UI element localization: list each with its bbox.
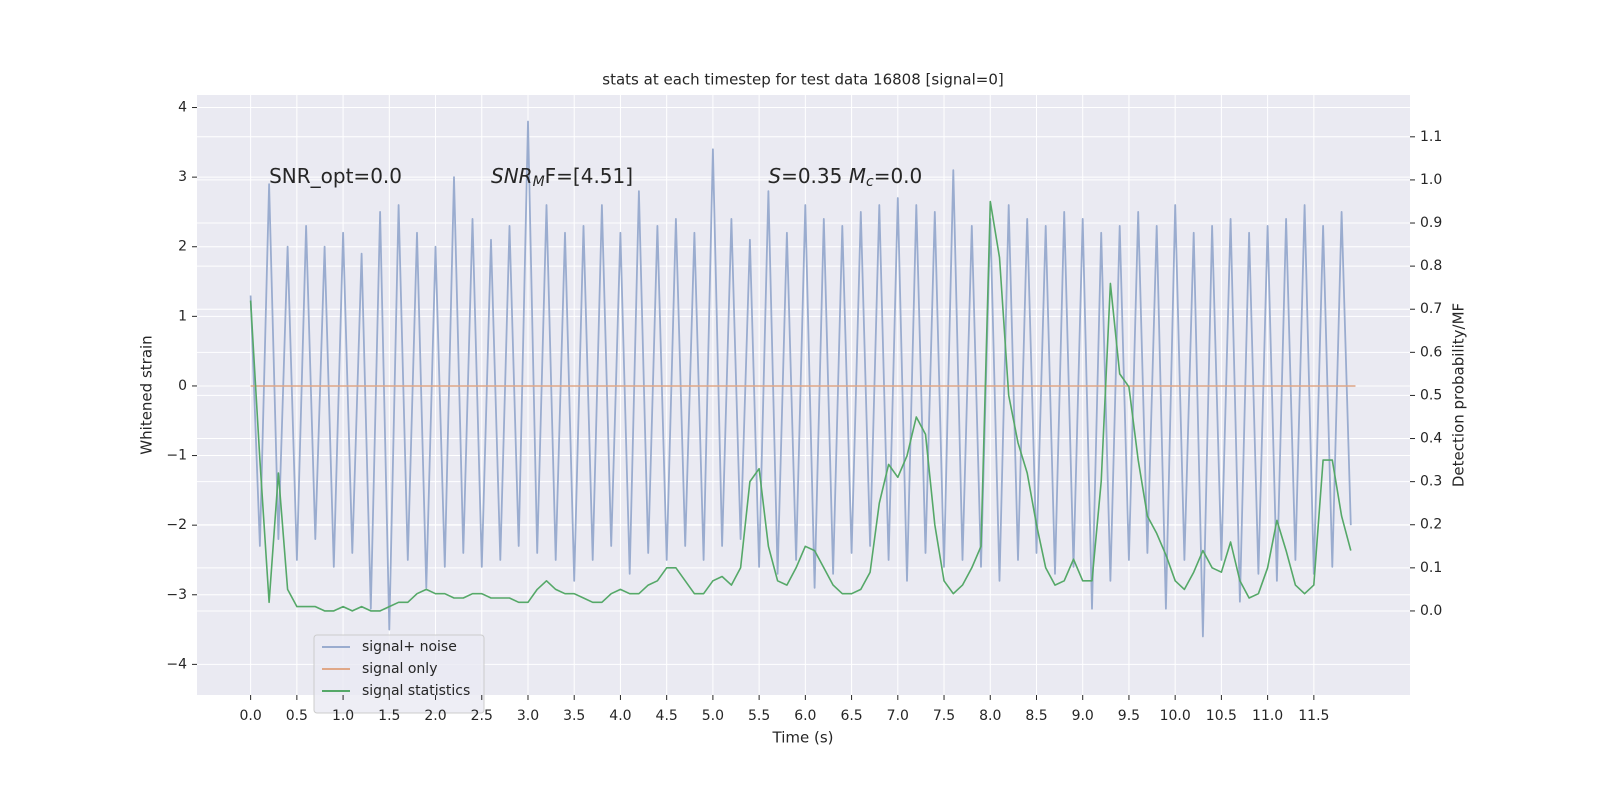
y-tick-label: 1 [178, 308, 187, 324]
x-tick-label: 2.0 [424, 708, 446, 724]
marks [249, 120, 1356, 638]
x-tick-label: 0.5 [286, 708, 308, 724]
annotation: S=0.35 Mc=0.0 [768, 164, 922, 191]
x-tick-label: 8.5 [1025, 708, 1047, 724]
x-tick-label: 0.0 [239, 708, 261, 724]
x-tick-label: 9.5 [1118, 708, 1140, 724]
y2-tick-label: 0.4 [1420, 431, 1442, 447]
y-tick-label: 4 [178, 100, 187, 116]
legend-label: signal statistics [362, 683, 470, 699]
x-tick-label: 9.0 [1072, 708, 1094, 724]
annotation: SNR_opt=0.0 [269, 164, 402, 188]
x-tick-label: 10.0 [1160, 708, 1191, 724]
y2-tick-label: 1.0 [1420, 172, 1442, 188]
y-tick-label: −3 [166, 587, 187, 603]
x-axis-label: Time (s) [772, 729, 834, 747]
chart-title: stats at each timestep for test data 168… [602, 71, 1003, 89]
y-tick-label: −2 [166, 517, 187, 533]
y2-tick-label: 0.9 [1420, 215, 1442, 231]
x-tick-label: 5.0 [702, 708, 724, 724]
annotation-part: c [866, 174, 874, 190]
x-tick-label: 1.5 [378, 708, 400, 724]
legend-label: signal only [362, 661, 437, 677]
annotation-part: SNR [491, 164, 533, 188]
y-tick-label: 3 [178, 169, 187, 185]
y2-tick-label: 0.1 [1420, 560, 1442, 576]
x-tick-label: 10.5 [1206, 708, 1237, 724]
y-tick-label: −1 [166, 448, 187, 464]
annotation-part: =0.35 [781, 164, 849, 188]
x-tick-label: 11.5 [1298, 708, 1329, 724]
series-line [249, 200, 1352, 612]
y2-tick-label: 0.6 [1420, 344, 1442, 360]
x-tick-label: 6.5 [840, 708, 862, 724]
y2-tick-label: 0.2 [1420, 517, 1442, 533]
y-tick-label: 2 [178, 239, 187, 255]
y2-tick-label: 0.5 [1420, 387, 1442, 403]
x-tick-label: 4.5 [656, 708, 678, 724]
y-tick-label: 0 [178, 378, 187, 394]
y2-tick-label: 0.3 [1420, 474, 1442, 490]
y2-axis-label: Detection probability/MF [1450, 303, 1468, 487]
x-tick-label: 8.0 [979, 708, 1001, 724]
x-tick-label: 2.5 [471, 708, 493, 724]
annotation-part: M [533, 174, 545, 190]
x-tick-label: 6.0 [794, 708, 816, 724]
annotation-part: S [768, 164, 781, 188]
grid [197, 95, 1410, 695]
annotation-part: F=[4.51] [545, 164, 633, 188]
annotation-part: SNR_opt=0.0 [269, 164, 402, 188]
annotation: SNRMF=[4.51] [491, 164, 633, 191]
x-tick-label: 11.0 [1252, 708, 1283, 724]
x-tick-label: 1.0 [332, 708, 354, 724]
legend: signal+ noise signal only signal statistic… [313, 634, 485, 714]
x-tick-label: 5.5 [748, 708, 770, 724]
x-tick-label: 3.5 [563, 708, 585, 724]
series-line [249, 120, 1352, 638]
annotation-part: =0.0 [874, 164, 923, 188]
y-tick-label: −4 [166, 656, 187, 672]
legend-box [313, 634, 485, 714]
y2-tick-label: 1.1 [1420, 129, 1442, 145]
annotation-part: M [849, 164, 866, 188]
y2-tick-label: 0.8 [1420, 258, 1442, 274]
x-tick-label: 4.0 [609, 708, 631, 724]
y2-tick-label: 0.7 [1420, 301, 1442, 317]
legend-label: signal+ noise [362, 639, 457, 655]
y2-tick-label: 0.0 [1420, 603, 1442, 619]
x-tick-label: 3.0 [517, 708, 539, 724]
y-axis-label: Whitened strain [138, 335, 156, 454]
x-tick-label: 7.0 [887, 708, 909, 724]
x-tick-label: 7.5 [933, 708, 955, 724]
